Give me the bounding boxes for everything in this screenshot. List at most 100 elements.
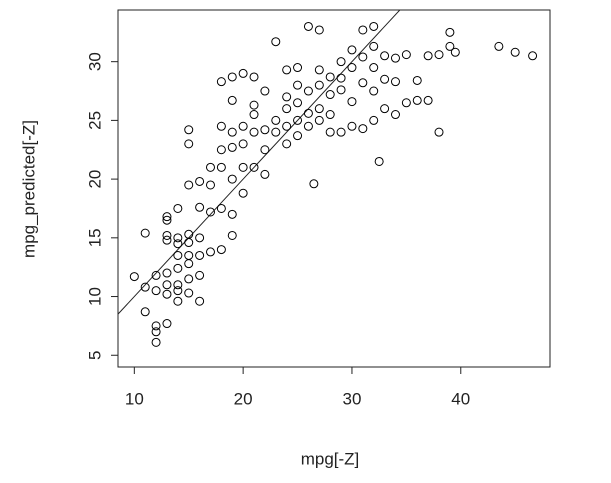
- point: [494, 41, 504, 51]
- point: [293, 131, 303, 141]
- point: [325, 72, 335, 82]
- point: [216, 162, 226, 172]
- point: [347, 97, 357, 107]
- point: [450, 47, 460, 57]
- point: [184, 274, 194, 284]
- point: [184, 250, 194, 260]
- point: [249, 72, 259, 82]
- point: [380, 74, 390, 84]
- point: [445, 27, 455, 37]
- point: [293, 63, 303, 73]
- point: [369, 86, 379, 96]
- point: [358, 25, 368, 35]
- point: [195, 176, 205, 186]
- x-tick-label: 30: [342, 389, 361, 408]
- point: [216, 203, 226, 213]
- point: [271, 37, 281, 47]
- point: [184, 288, 194, 298]
- point: [227, 174, 237, 184]
- point: [293, 80, 303, 90]
- point: [195, 270, 205, 280]
- point: [151, 270, 161, 280]
- y-axis-label: mpg_predicted[-Z]: [19, 120, 38, 258]
- point: [205, 162, 215, 172]
- point: [173, 239, 183, 249]
- point: [423, 95, 433, 105]
- point: [445, 41, 455, 51]
- point: [412, 95, 422, 105]
- y-tick-label: 5: [85, 351, 104, 360]
- point: [314, 65, 324, 75]
- point: [282, 65, 292, 75]
- point: [184, 125, 194, 135]
- point: [151, 327, 161, 337]
- point: [336, 127, 346, 137]
- point: [195, 233, 205, 243]
- point: [249, 110, 259, 120]
- point: [380, 51, 390, 61]
- point: [216, 145, 226, 155]
- point: [216, 121, 226, 131]
- point: [271, 127, 281, 137]
- y-tick-label: 10: [85, 287, 104, 306]
- point: [260, 86, 270, 96]
- point: [314, 115, 324, 125]
- point: [412, 75, 422, 85]
- point: [184, 229, 194, 239]
- point: [336, 85, 346, 95]
- point: [151, 321, 161, 331]
- x-tick-label: 20: [234, 389, 253, 408]
- point: [249, 127, 259, 137]
- point: [162, 235, 172, 245]
- point: [205, 180, 215, 190]
- point: [184, 259, 194, 269]
- point: [151, 337, 161, 347]
- point: [173, 250, 183, 260]
- x-axis-label: mpg[-Z]: [301, 449, 360, 468]
- point: [374, 156, 384, 166]
- point: [510, 47, 520, 57]
- point: [369, 63, 379, 73]
- point: [369, 41, 379, 51]
- point: [358, 124, 368, 134]
- point: [434, 50, 444, 60]
- point: [195, 296, 205, 306]
- point: [195, 202, 205, 212]
- point: [162, 289, 172, 299]
- plot-frame: [117, 9, 551, 368]
- point: [369, 21, 379, 31]
- reference-line: [118, 10, 401, 315]
- point: [528, 51, 538, 61]
- point: [162, 230, 172, 240]
- point: [162, 319, 172, 329]
- point: [282, 139, 292, 149]
- point: [249, 162, 259, 172]
- point: [227, 72, 237, 82]
- x-tick-label: 40: [451, 389, 470, 408]
- point: [401, 98, 411, 108]
- point: [325, 110, 335, 120]
- y-tick-label: 20: [85, 170, 104, 189]
- point: [390, 110, 400, 120]
- point: [347, 63, 357, 73]
- point: [140, 282, 150, 292]
- point: [293, 98, 303, 108]
- point: [184, 238, 194, 248]
- point: [303, 86, 313, 96]
- point: [238, 188, 248, 198]
- point: [162, 215, 172, 225]
- point: [303, 121, 313, 131]
- point: [347, 121, 357, 131]
- point: [184, 139, 194, 149]
- point: [260, 169, 270, 179]
- point: [303, 21, 313, 31]
- point: [173, 203, 183, 213]
- point: [249, 100, 259, 110]
- point: [195, 250, 205, 260]
- point: [309, 179, 319, 189]
- point: [205, 207, 215, 217]
- point: [314, 80, 324, 90]
- point: [162, 280, 172, 290]
- y-tick-label: 30: [85, 52, 104, 71]
